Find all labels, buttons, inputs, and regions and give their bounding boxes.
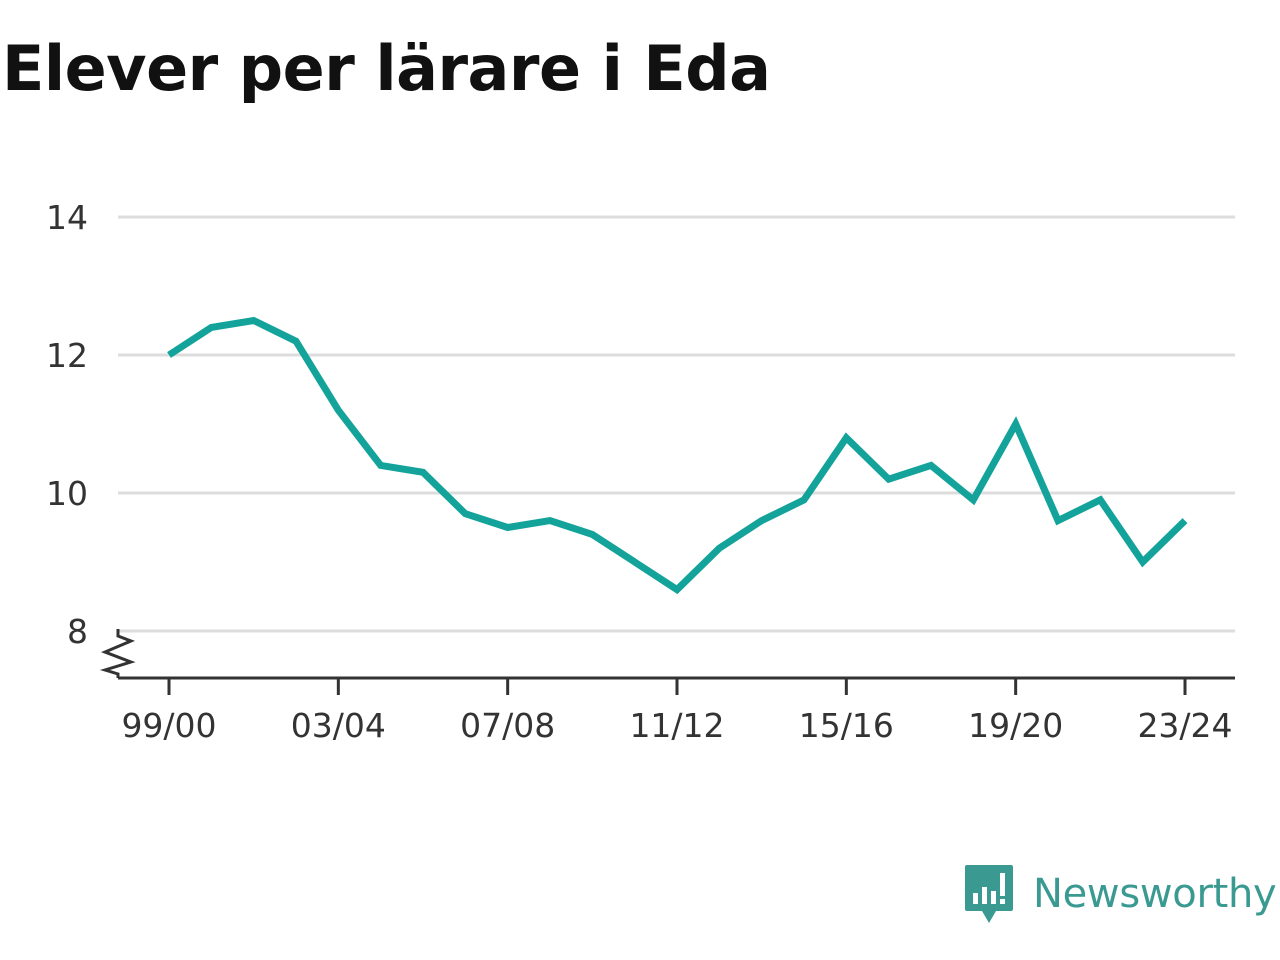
x-tick-label-07/08: 07/08	[460, 706, 555, 745]
series-lines	[167, 316, 1188, 595]
y-tick-label-10: 10	[46, 474, 88, 513]
brand-name: Newsworthy	[1033, 871, 1277, 917]
y-tick-label-14: 14	[46, 198, 88, 237]
series-line-0	[167, 316, 1188, 595]
grid-lines	[118, 215, 1235, 633]
y-tick-label-12: 12	[46, 336, 88, 375]
x-tick-label-03/04: 03/04	[291, 706, 386, 745]
newsworthy-logo-icon	[965, 865, 1013, 923]
chart-title: Elever per lärare i Eda	[2, 32, 771, 105]
y-tick-label-8: 8	[67, 612, 88, 651]
newsworthy-brand: Newsworthy	[963, 862, 1277, 926]
x-tick-label-19/20: 19/20	[968, 706, 1063, 745]
x-tick-label-15/16: 15/16	[799, 706, 894, 745]
x-tick-label-11/12: 11/12	[629, 706, 724, 745]
x-axis	[99, 629, 1235, 680]
x-tick-label-99/00: 99/00	[121, 706, 216, 745]
y-axis-break	[99, 629, 136, 678]
x-axis-tick-labels: 99/00 03/04 07/08 11/12 15/16 19/20 23/24	[121, 678, 1233, 745]
x-tick-label-23/24: 23/24	[1137, 706, 1232, 745]
y-axis-tick-labels: 8 10 12 14	[46, 198, 88, 651]
